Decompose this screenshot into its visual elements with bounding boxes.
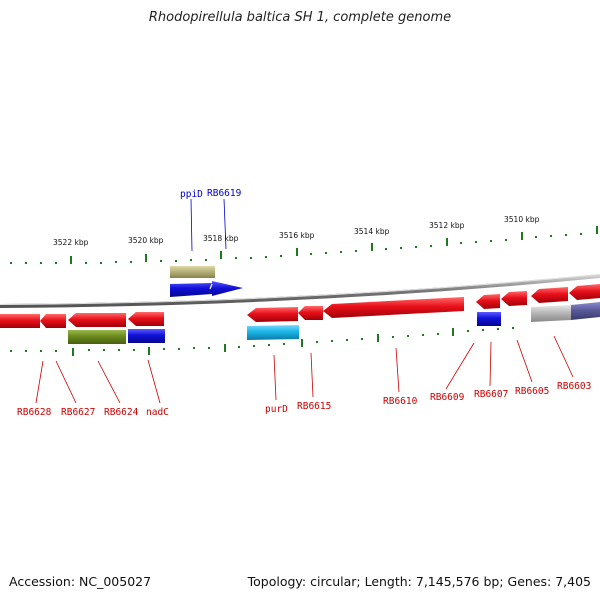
genome-info-text: Topology: circular; Length: 7,145,576 bp… (247, 574, 591, 589)
tick-label: 3512 kbp (429, 221, 465, 230)
gene-arrow-RB6628 (0, 314, 40, 328)
gene-label-RB6605: RB6605 (515, 386, 549, 397)
gene-block-grey (531, 305, 571, 322)
gene-block-blue (128, 329, 165, 343)
gene-label-RB6607: RB6607 (474, 389, 508, 400)
genome-backbone (0, 274, 600, 308)
gene-label-RB6609: RB6609 (430, 392, 465, 403)
gene-label-RB6624: RB6624 (104, 407, 139, 418)
gene-block-khaki (170, 266, 215, 278)
gene-arrow-RB6607 (501, 291, 527, 306)
bottom-gene-label-texts: RB6628 RB6627 RB6624 nadC purD RB6615 RB… (17, 381, 591, 418)
scale-arc-upper (10, 226, 598, 264)
gene-block-olive (68, 330, 126, 344)
tick-label: 3522 kbp (53, 238, 89, 247)
gene-label-ppiD: ppiD (180, 189, 203, 200)
gene-arrow-RB6605 (531, 287, 568, 303)
accession-text: Accession: NC_005027 (9, 574, 152, 589)
tick-label: 3518 kbp (203, 234, 239, 243)
reverse-genes (0, 284, 600, 344)
genome-title: Rhodopirellula baltica SH 1, complete ge… (148, 10, 452, 25)
tick-label: 3520 kbp (128, 236, 164, 245)
scale-labels: 3522 kbp 3520 kbp 3518 kbp 3516 kbp 3514… (53, 215, 540, 247)
gene-arrow-RB6610 (323, 297, 464, 318)
gene-arrow-RB6615 (298, 306, 323, 320)
tick-label: 3516 kbp (279, 231, 315, 240)
gene-block-cyan (247, 325, 299, 340)
tick-label: 3510 kbp (504, 215, 540, 224)
gene-label-RB6628: RB6628 (17, 407, 52, 418)
bottom-gene-labels (35, 335, 574, 404)
scale-arc-lower (10, 327, 514, 356)
gene-arrow-ppiD (170, 281, 243, 297)
gene-label-RB6610: RB6610 (383, 396, 418, 407)
gene-arrow-purD (247, 307, 298, 322)
gene-label-purD: purD (265, 404, 288, 415)
gene-label-RB6603: RB6603 (557, 381, 591, 392)
gene-block-blue-2 (477, 312, 501, 326)
gene-arrow-RB6603 (569, 284, 600, 300)
gene-arrow-nadC (128, 312, 164, 326)
gene-arrow-RB6627 (40, 314, 66, 328)
gene-label-RB6615: RB6615 (297, 401, 331, 412)
gene-label-nadC: nadC (146, 407, 169, 418)
top-gene-labels: ppiD RB6619 (180, 188, 242, 252)
gene-arrow-RB6609 (476, 294, 500, 309)
gene-block-slate (571, 302, 600, 320)
tick-label: 3514 kbp (354, 227, 390, 236)
gene-label-RB6627: RB6627 (61, 407, 95, 418)
gene-label-RB6619: RB6619 (207, 188, 242, 199)
gene-arrow-RB6624 (68, 313, 126, 327)
forward-genes (170, 266, 243, 297)
